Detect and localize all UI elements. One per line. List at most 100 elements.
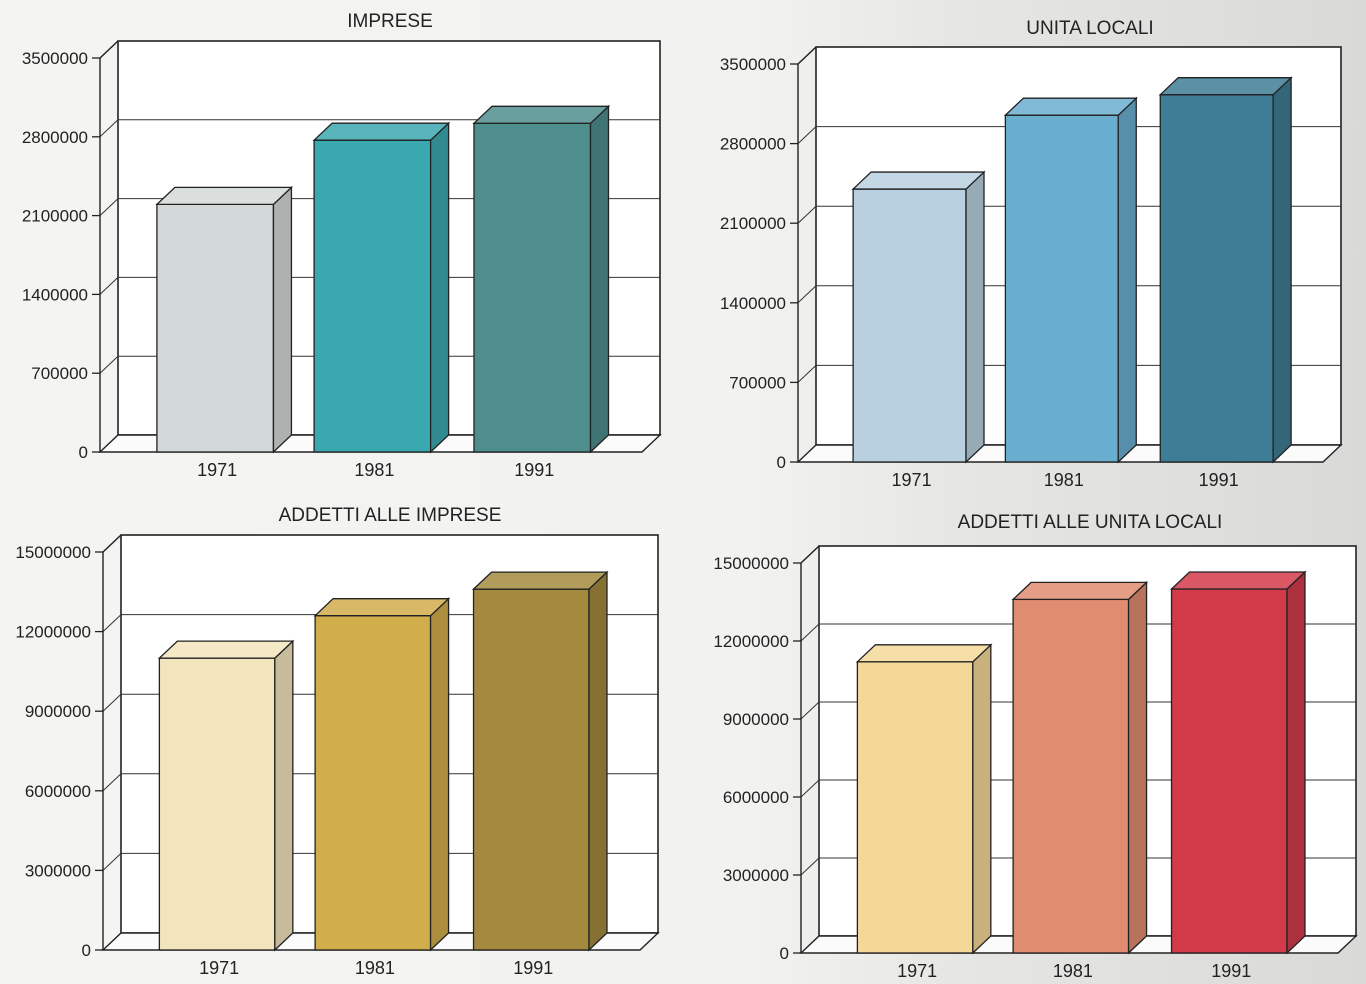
x-tick-label: 1981	[1053, 961, 1093, 981]
bar	[313, 597, 451, 952]
bar-front	[1159, 94, 1274, 463]
gridline-side	[99, 198, 119, 216]
x-tick-label: 1991	[514, 460, 554, 480]
y-tick-label: 15000000	[713, 554, 789, 573]
chart-title: UNITA LOCALI	[1026, 18, 1153, 39]
y-tick-label: 1400000	[22, 285, 88, 304]
bar-front	[1170, 588, 1288, 954]
gridline-side	[99, 119, 119, 138]
x-tick-label: 1991	[513, 958, 553, 978]
bar-front	[156, 203, 275, 453]
bar	[157, 639, 295, 952]
y-tick-label: 2100000	[720, 214, 786, 233]
chart-unita-locali: UNITA LOCALI 0 700000 1400000 2100000 2800000…	[720, 18, 1343, 490]
y-tick-label: 0	[82, 941, 91, 960]
y-tick-label: 12000000	[713, 632, 789, 651]
bar-side	[1117, 96, 1137, 464]
gridline-side	[800, 701, 820, 720]
y-tick-label: 0	[777, 453, 786, 472]
y-axis-top	[99, 40, 119, 59]
bar	[851, 170, 986, 464]
bar-front	[1012, 598, 1130, 954]
y-tick-label: 0	[79, 443, 88, 462]
y-axis-top	[800, 545, 820, 564]
bar-side	[588, 570, 608, 952]
y-tick-label: 3000000	[723, 866, 789, 885]
gridline-side	[797, 365, 817, 383]
bar	[1169, 570, 1307, 955]
x-tick-label: 1971	[897, 961, 937, 981]
x-tick-label: 1971	[199, 958, 239, 978]
bar-side	[972, 643, 992, 955]
bar-side	[1272, 76, 1292, 464]
bar-top	[313, 598, 451, 617]
bar-side	[589, 104, 610, 454]
gridline-side	[102, 693, 122, 712]
bar	[1003, 96, 1138, 464]
y-tick-label: 12000000	[15, 623, 91, 642]
bar-side	[429, 597, 450, 952]
bar-front	[1004, 114, 1119, 463]
bar-side	[429, 121, 450, 454]
x-tick-label: 1991	[1211, 961, 1251, 981]
bar-top	[312, 122, 451, 141]
bar-top	[1003, 97, 1138, 116]
chart-title: IMPRESE	[347, 11, 433, 32]
bar-top	[471, 571, 609, 590]
bar	[1158, 76, 1293, 464]
chart-imprese: IMPRESE 0 700000 1400000 2100000 2800000 35000…	[22, 11, 662, 480]
x-tick-label: 1981	[354, 460, 394, 480]
bar	[155, 185, 294, 454]
y-tick-label: 1400000	[720, 294, 786, 313]
y-tick-label: 6000000	[25, 782, 91, 801]
y-tick-label: 3500000	[720, 55, 786, 74]
x-tick-label: 1981	[1044, 470, 1084, 490]
gridline-side	[800, 779, 820, 798]
bar-front	[158, 657, 276, 951]
bar-front	[472, 588, 590, 951]
bar-top	[157, 640, 295, 659]
y-tick-label: 3500000	[22, 49, 88, 68]
y-tick-label: 700000	[729, 373, 786, 392]
gridline-side	[797, 126, 817, 144]
y-tick-label: 6000000	[723, 788, 789, 807]
gridline-side	[800, 857, 820, 876]
gridline-side	[102, 614, 122, 632]
x-tick-label: 1991	[1199, 470, 1239, 490]
bar-side	[1286, 570, 1306, 955]
bar-front	[473, 122, 592, 453]
y-axis-top	[102, 534, 122, 553]
bar-top	[851, 171, 986, 190]
gridline-side	[99, 277, 119, 295]
bar-front	[856, 661, 974, 954]
chart-addetti-unita-locali: ADDETTI ALLE UNITA LOCALI 0 3000000 6000000…	[713, 512, 1358, 981]
chart-title: ADDETTI ALLE IMPRESE	[279, 505, 502, 526]
bar-side	[1127, 580, 1148, 955]
bar	[1011, 580, 1149, 955]
bar	[312, 121, 451, 454]
y-tick-label: 3000000	[25, 861, 91, 880]
chart-title: ADDETTI ALLE UNITA LOCALI	[958, 512, 1223, 533]
bar-front	[313, 139, 432, 453]
y-tick-label: 2800000	[720, 135, 786, 154]
y-tick-label: 15000000	[15, 543, 91, 562]
gridline-side	[102, 773, 122, 792]
y-tick-label: 2100000	[22, 207, 88, 226]
bar-top	[472, 105, 611, 124]
y-tick-label: 9000000	[723, 710, 789, 729]
y-axis-top	[797, 46, 817, 65]
bar-top	[1169, 571, 1307, 590]
bar	[471, 570, 609, 952]
gridline-side	[797, 285, 817, 304]
bar-top	[155, 186, 294, 205]
bar-side	[274, 639, 294, 952]
bar-side	[272, 185, 293, 454]
gridline-side	[797, 205, 817, 224]
gridline-side	[102, 853, 122, 871]
bar-top	[1011, 581, 1149, 601]
bar-side	[965, 170, 985, 464]
x-tick-label: 1981	[355, 958, 395, 978]
gridline-side	[800, 623, 820, 642]
bar-top	[1158, 77, 1293, 96]
